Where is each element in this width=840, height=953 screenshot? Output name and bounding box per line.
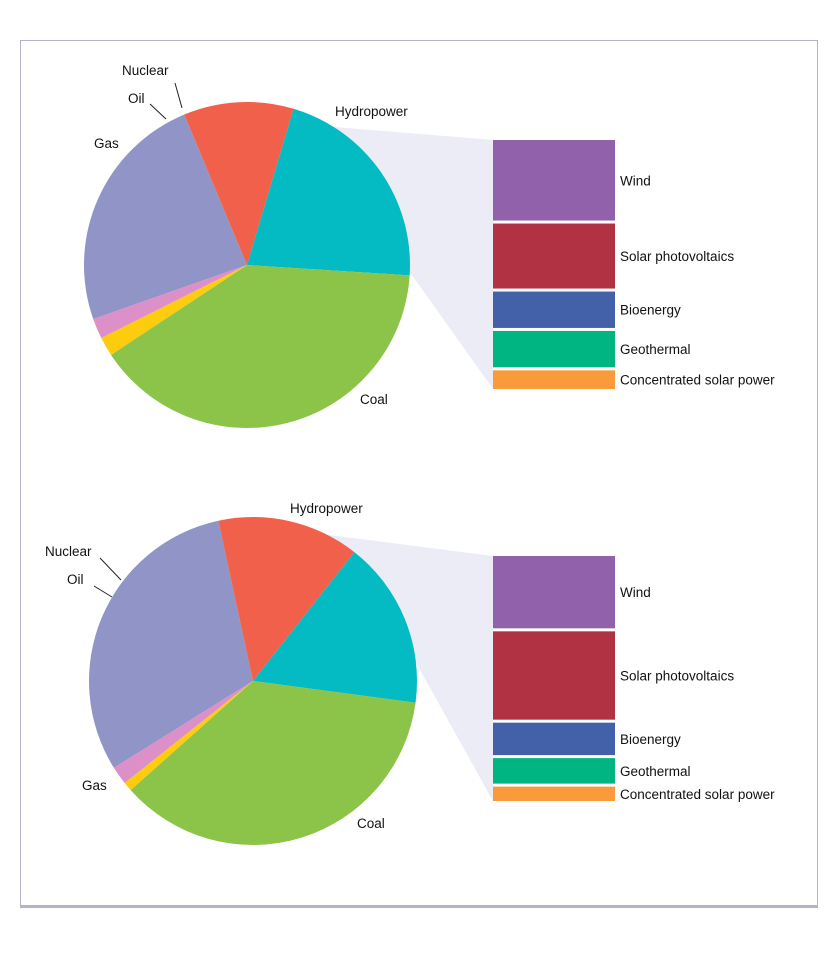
breakdown-segment-bioenergy bbox=[493, 722, 615, 756]
pie-slice-nuclear bbox=[93, 265, 248, 338]
leader-line-nuclear bbox=[174, 82, 183, 109]
breakdown-label-concentrated-solar-power: Concentrated solar power bbox=[620, 373, 775, 388]
pie-slice-coal bbox=[253, 552, 418, 703]
leader-line-oil bbox=[149, 103, 167, 120]
pie-slice-oil bbox=[101, 265, 247, 355]
breakdown-segment-geothermal bbox=[493, 330, 615, 368]
breakdown-label-geothermal: Geothermal bbox=[620, 764, 691, 779]
pie-slice-nuclear bbox=[113, 681, 254, 784]
breakdown-segment-concentrated-solar-power bbox=[493, 370, 615, 389]
slice-label-coal: Coal bbox=[357, 816, 385, 831]
pie-slice-hydropower bbox=[89, 520, 254, 768]
pie-slice-hydropower bbox=[84, 114, 247, 320]
slice-label-oil: Oil bbox=[67, 572, 84, 587]
chart-frame bbox=[20, 40, 818, 906]
breakdown-connector bbox=[218, 520, 494, 801]
breakdown-connector bbox=[184, 108, 493, 389]
slice-label-hydropower: Hydropower bbox=[290, 501, 363, 516]
breakdown-segment-bioenergy bbox=[493, 291, 615, 328]
breakdown-label-solar-photovoltaics: Solar photovoltaics bbox=[620, 249, 734, 264]
slice-label-nuclear: Nuclear bbox=[45, 544, 92, 559]
breakdown-segment-solar-photovoltaics bbox=[493, 223, 615, 289]
slice-label-nuclear: Nuclear bbox=[122, 63, 169, 78]
slice-label-gas: Gas bbox=[82, 778, 107, 793]
breakdown-label-solar-photovoltaics: Solar photovoltaics bbox=[620, 669, 734, 684]
breakdown-label-wind: Wind bbox=[620, 585, 651, 600]
pie-slice-oil bbox=[124, 681, 253, 791]
pie-slice-coal bbox=[247, 108, 410, 276]
breakdown-segment-geothermal bbox=[493, 758, 615, 784]
slice-label-gas: Gas bbox=[94, 136, 119, 151]
pie-slice-other-renewables bbox=[218, 517, 355, 681]
breakdown-label-wind: Wind bbox=[620, 173, 651, 188]
breakdown-segment-concentrated-solar-power bbox=[493, 786, 615, 801]
leader-line-oil bbox=[93, 585, 113, 598]
breakdown-label-bioenergy: Bioenergy bbox=[620, 732, 681, 747]
pie-chart-1: Hydropower Coal Gas Oil Nuclear Wind Solar pho… bbox=[84, 63, 775, 428]
breakdown-label-bioenergy: Bioenergy bbox=[620, 303, 681, 318]
slice-label-oil: Oil bbox=[128, 91, 145, 106]
bottom-divider bbox=[20, 906, 818, 908]
breakdown-segment-wind bbox=[493, 140, 615, 221]
pie-slice-other-renewables bbox=[184, 101, 294, 265]
breakdown-segment-wind bbox=[493, 556, 615, 629]
slice-label-hydropower: Hydropower bbox=[335, 104, 408, 119]
leader-line-nuclear bbox=[99, 557, 122, 581]
slice-label-coal: Coal bbox=[360, 392, 388, 407]
pie-slice-gas bbox=[110, 265, 410, 428]
breakdown-label-concentrated-solar-power: Concentrated solar power bbox=[620, 787, 775, 802]
breakdown-segment-solar-photovoltaics bbox=[493, 631, 615, 720]
breakdown-label-geothermal: Geothermal bbox=[620, 342, 691, 357]
pie-chart-2: Hydropower Coal Gas Oil Nuclear Wind Solar pho… bbox=[45, 501, 775, 845]
pie-slice-gas bbox=[130, 681, 416, 845]
